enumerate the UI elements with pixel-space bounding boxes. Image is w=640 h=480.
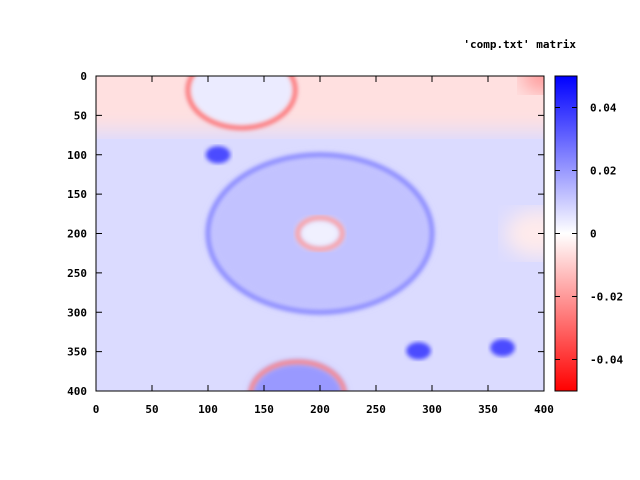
x-tick-label: 300 (422, 403, 442, 416)
x-tick-label: 350 (478, 403, 498, 416)
x-tick-label: 200 (310, 403, 330, 416)
y-tick-label: 100 (67, 149, 87, 162)
heat-ring-6 (248, 359, 347, 391)
heatmap-area (96, 76, 544, 391)
y-tick-label: 250 (67, 267, 87, 280)
colorbar-tick-label: 0.04 (590, 102, 617, 115)
colorbar-tick-label: -0.02 (590, 291, 623, 304)
x-tick-label: 0 (93, 403, 100, 416)
x-tick-label: 50 (145, 403, 158, 416)
y-tick-label: 50 (74, 109, 87, 122)
heat-blob-8 (504, 209, 544, 258)
heat-blob-3 (205, 146, 231, 164)
x-tick-label: 150 (254, 403, 274, 416)
heat-disc-6 (250, 361, 345, 391)
heat-disc-0 (187, 76, 296, 128)
y-tick-label: 200 (67, 228, 87, 241)
y-tick-label: 350 (67, 346, 87, 359)
heat-ring-0 (185, 76, 298, 130)
heat-ring-2 (295, 215, 345, 252)
y-tick-label: 300 (67, 306, 87, 319)
heat-disc-2 (297, 217, 343, 250)
x-tick-label: 100 (198, 403, 218, 416)
y-tick-label: 400 (67, 385, 87, 398)
y-tick-label: 150 (67, 188, 87, 201)
x-tick-label: 400 (534, 403, 554, 416)
heat-blob-7 (521, 76, 544, 92)
legend-entry: 'comp.txt' matrix (463, 38, 576, 51)
heat-top-band (96, 76, 544, 132)
x-tick-label: 250 (366, 403, 386, 416)
colorbar-tick-label: 0.02 (590, 165, 617, 178)
y-tick-label: 0 (80, 70, 87, 83)
colorbar-tick-label: 0 (590, 228, 597, 241)
heat-ring-1 (206, 152, 434, 315)
colorbar-tick-label: -0.04 (590, 354, 623, 367)
heat-blob-4 (406, 342, 431, 360)
heat-blob-5 (490, 339, 515, 357)
